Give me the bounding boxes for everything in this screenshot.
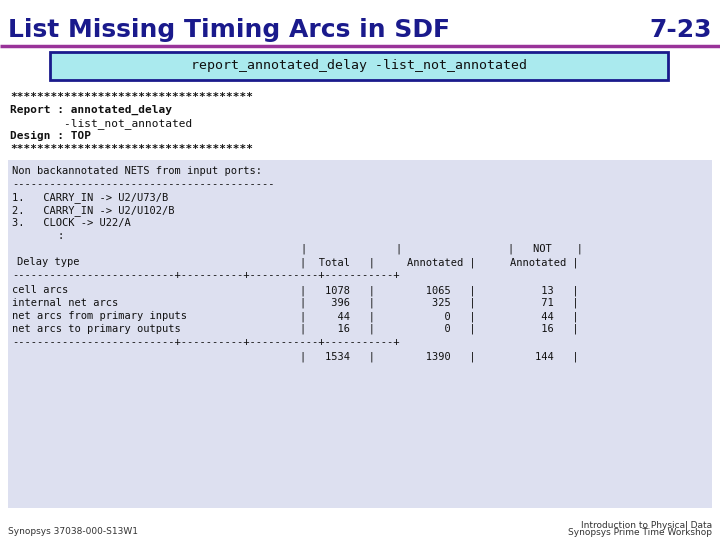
FancyBboxPatch shape: [50, 52, 668, 80]
Text: Non backannotated NETS from input ports:: Non backannotated NETS from input ports:: [12, 166, 262, 176]
Text: 2.   CARRY_IN -> U2/U102/B: 2. CARRY_IN -> U2/U102/B: [12, 205, 174, 216]
FancyBboxPatch shape: [8, 160, 712, 508]
Text: |     16   |: | 16 |: [300, 324, 375, 334]
Text: Synopsys Prime Time Workshop: Synopsys Prime Time Workshop: [568, 528, 712, 537]
Text: ************************************: ************************************: [10, 92, 253, 102]
Text: |: |: [300, 244, 306, 254]
Text: Synopsys 37038-000-S13W1: Synopsys 37038-000-S13W1: [8, 527, 138, 536]
Text: 1065   |: 1065 |: [407, 285, 476, 295]
Text: ------------------------------------------: ----------------------------------------…: [12, 179, 274, 189]
Text: 7-23: 7-23: [649, 18, 712, 42]
Text: --------------------------+----------+-----------+-----------+: --------------------------+----------+--…: [12, 270, 400, 280]
Text: 1390   |: 1390 |: [407, 352, 476, 362]
Text: |   NOT    |: | NOT |: [508, 244, 583, 254]
Text: Introduction to Physical Data: Introduction to Physical Data: [581, 521, 712, 530]
Text: |     44   |: | 44 |: [300, 311, 375, 321]
Text: Design : TOP: Design : TOP: [10, 131, 91, 141]
Text: cell arcs: cell arcs: [12, 285, 68, 295]
Text: List Missing Timing Arcs in SDF: List Missing Timing Arcs in SDF: [8, 18, 450, 42]
Text: 0   |: 0 |: [407, 311, 476, 321]
Text: 71   |: 71 |: [510, 298, 579, 308]
Text: |   1534   |: | 1534 |: [300, 352, 375, 362]
Text: 13   |: 13 |: [510, 285, 579, 295]
Text: Annotated |: Annotated |: [407, 257, 476, 267]
Text: net arcs from primary inputs: net arcs from primary inputs: [12, 311, 187, 321]
Text: 1.   CARRY_IN -> U2/U73/B: 1. CARRY_IN -> U2/U73/B: [12, 192, 168, 203]
Text: 0   |: 0 |: [407, 324, 476, 334]
Text: --------------------------+----------+-----------+-----------+: --------------------------+----------+--…: [12, 337, 400, 347]
Text: Annotated |: Annotated |: [510, 257, 579, 267]
Text: |  Total   |: | Total |: [300, 257, 375, 267]
Text: Delay type: Delay type: [17, 257, 79, 267]
Text: |   1078   |: | 1078 |: [300, 285, 375, 295]
Text: 3.   CLOCK -> U22/A: 3. CLOCK -> U22/A: [12, 218, 131, 228]
Text: |    396   |: | 396 |: [300, 298, 375, 308]
Text: 144   |: 144 |: [510, 352, 579, 362]
Text: -list_not_annotated: -list_not_annotated: [10, 118, 192, 129]
Text: 44   |: 44 |: [510, 311, 579, 321]
Text: 325   |: 325 |: [407, 298, 476, 308]
Text: Report : annotated_delay: Report : annotated_delay: [10, 105, 172, 115]
Text: report_annotated_delay -list_not_annotated: report_annotated_delay -list_not_annotat…: [191, 59, 527, 72]
Text: internal net arcs: internal net arcs: [12, 298, 118, 308]
Text: 16   |: 16 |: [510, 324, 579, 334]
Text: net arcs to primary outputs: net arcs to primary outputs: [12, 324, 181, 334]
Text: :: :: [57, 231, 63, 241]
Text: ************************************: ************************************: [10, 144, 253, 154]
Text: |: |: [395, 244, 401, 254]
